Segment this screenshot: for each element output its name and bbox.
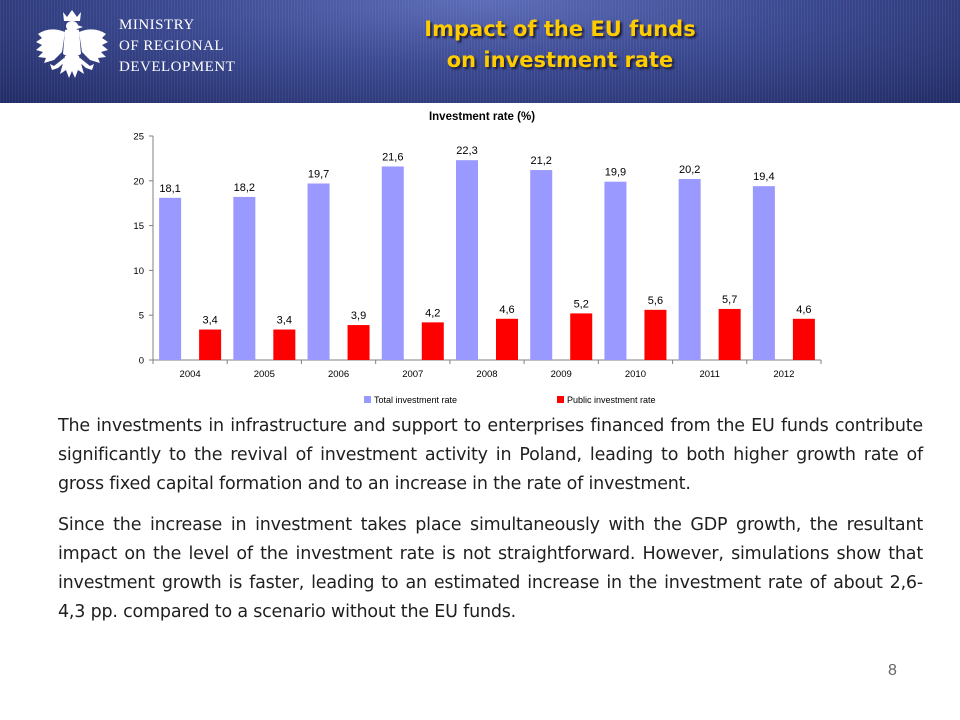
legend-swatch-public [557, 396, 564, 403]
x-tick-label: 2005 [254, 369, 275, 380]
data-label-total: 22,3 [456, 145, 477, 157]
page-number: 8 [888, 662, 897, 679]
ministry-name: MINISTRY OF REGIONAL DEVELOPMENT [119, 15, 279, 78]
data-label-total: 19,9 [605, 167, 626, 179]
y-tick-label: 10 [133, 266, 144, 277]
data-label-public: 5,2 [574, 298, 589, 310]
bar-total-investment [159, 197, 182, 360]
x-tick-label: 2009 [551, 369, 572, 380]
chart-title: Investment rate (%) [429, 111, 535, 123]
legend-swatch-total [364, 396, 371, 403]
data-label-total: 19,4 [753, 171, 774, 183]
x-tick-label: 2011 [699, 369, 719, 380]
legend-label-public: Public investment rate [567, 395, 656, 405]
title-line-1: Impact of the EU funds [424, 17, 696, 41]
data-label-public: 4,6 [499, 304, 514, 316]
title-line-2: on investment rate [446, 48, 674, 72]
data-label-public: 4,2 [425, 307, 440, 319]
data-label-public: 5,7 [722, 294, 737, 306]
bar-total-investment [307, 183, 330, 360]
x-tick-label: 2007 [402, 369, 423, 380]
y-tick-label: 5 [139, 311, 144, 322]
data-label-total: 18,1 [159, 183, 180, 195]
bar-total-investment [233, 196, 256, 360]
header-banner: MINISTRY OF REGIONAL DEVELOPMENT Impact … [0, 0, 960, 103]
ministry-line-1: MINISTRY [119, 17, 195, 33]
x-tick-label: 2010 [625, 369, 646, 380]
data-label-public: 3,4 [277, 315, 292, 327]
page-title: Impact of the EU funds on investment rat… [360, 14, 760, 76]
bar-public-investment [570, 313, 593, 360]
legend-label-total: Total investment rate [374, 395, 457, 405]
x-tick-label: 2008 [476, 369, 497, 380]
y-tick-label: 0 [139, 356, 144, 367]
data-label-public: 5,6 [648, 295, 663, 307]
bar-public-investment [792, 318, 815, 360]
x-tick-label: 2006 [328, 369, 349, 380]
bar-public-investment [273, 329, 296, 360]
white-eagle-icon [36, 10, 108, 78]
data-label-total: 20,2 [679, 164, 700, 176]
bar-public-investment [496, 318, 518, 360]
data-label-public: 3,9 [351, 310, 366, 322]
bar-public-investment [421, 322, 444, 360]
data-label-public: 4,6 [796, 304, 811, 316]
bar-public-investment [347, 325, 370, 360]
bar-total-investment [752, 186, 775, 360]
bar-public-investment [199, 329, 222, 360]
bar-total-investment [456, 160, 478, 360]
bar-total-investment [604, 181, 627, 360]
ministry-line-2: OF REGIONAL [119, 38, 225, 54]
y-tick-label: 25 [133, 132, 144, 143]
y-tick-label: 15 [133, 221, 144, 232]
bar-total-investment [381, 166, 404, 360]
data-label-total: 19,7 [308, 168, 329, 180]
data-label-total: 21,2 [531, 155, 552, 167]
bar-public-investment [644, 309, 667, 360]
data-label-public: 3,4 [202, 315, 217, 327]
bar-total-investment [678, 179, 701, 360]
x-tick-label: 2004 [180, 369, 201, 380]
ministry-line-3: DEVELOPMENT [119, 59, 236, 75]
paragraph-2: Since the increase in investment takes p… [58, 515, 923, 622]
investment-rate-chart: Investment rate (%) 0 5 10 15 20 25 2004 2005 200… [133, 111, 822, 405]
data-label-total: 18,2 [234, 182, 255, 194]
body-text: The investments in infrastructure and su… [58, 412, 923, 639]
bar-public-investment [718, 308, 741, 360]
y-tick-label: 20 [133, 176, 144, 187]
data-label-total: 21,6 [382, 151, 403, 163]
bar-total-investment [530, 170, 553, 360]
x-tick-label: 2012 [773, 369, 794, 380]
paragraph-1: The investments in infrastructure and su… [58, 416, 923, 494]
